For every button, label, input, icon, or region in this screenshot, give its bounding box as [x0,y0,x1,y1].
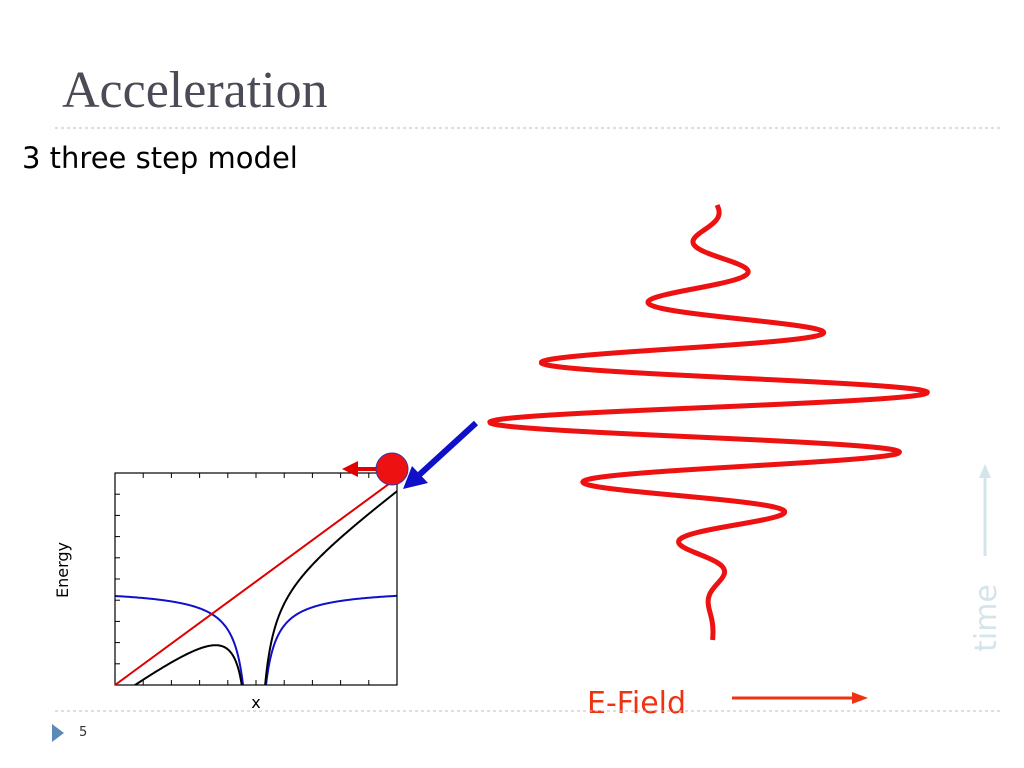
plot-ticks [115,473,370,685]
field-line [114,477,398,686]
electron-arrowhead [342,461,358,477]
total-potential [133,490,397,685]
tunnel-arrowhead [403,466,428,489]
field-wave [487,203,930,642]
time-label: time [969,584,1004,652]
electron [375,452,409,486]
subtitle: 3 three step model [22,141,298,175]
slide-title: Acceleration [62,62,328,119]
x-axis-label: x [251,693,260,712]
curves [115,490,397,685]
tunnel-arrow [415,420,479,479]
y-axis-label: Energy [53,542,72,598]
slide-number: 5 [79,725,87,740]
footer-marker [52,724,64,742]
field-label: E-Field [587,686,686,721]
field-arrowhead [852,692,868,704]
energy-plot: Energy x [53,472,398,712]
coulomb-potential [115,594,397,685]
time-arrowhead [979,464,991,478]
